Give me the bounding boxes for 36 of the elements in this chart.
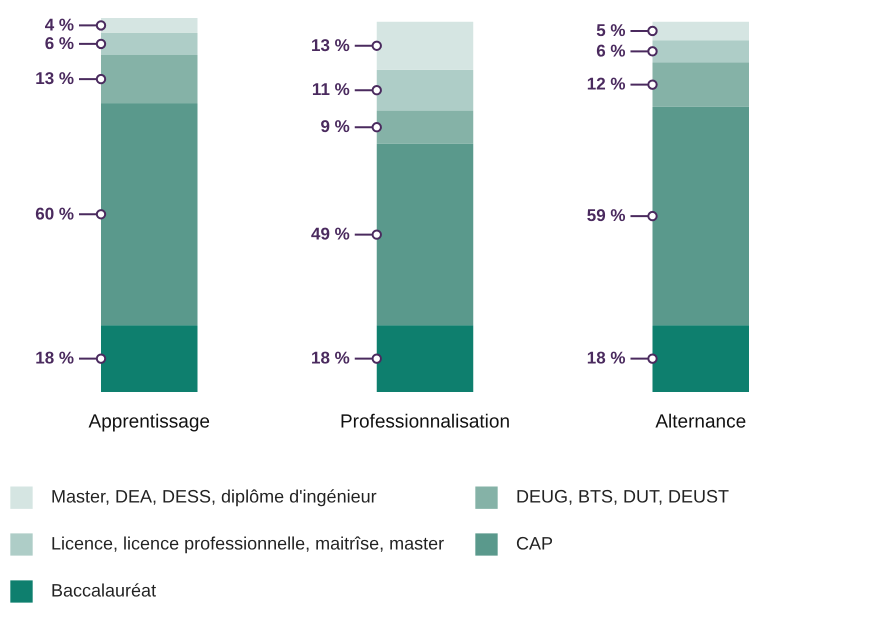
bar (652, 40, 750, 62)
bar (376, 144, 474, 326)
data-label: 18 % (586, 348, 626, 368)
data-label: 9 % (320, 117, 350, 136)
bar (376, 22, 474, 70)
data-label: 11 % (312, 80, 350, 100)
x-tick-label: Alternance (655, 412, 746, 432)
data-label: 12 % (586, 74, 626, 94)
data-label: 18 % (35, 348, 74, 368)
bar (652, 325, 750, 392)
bar (100, 325, 198, 392)
legend-label: Baccalauréat (51, 580, 156, 600)
data-label: 13 % (310, 36, 350, 55)
data-label: 13 % (35, 69, 74, 88)
bar (376, 325, 474, 392)
legend-label: DEUG, BTS, DUT, DEUST (516, 486, 730, 507)
x-tick-label: Apprentissage (88, 412, 210, 432)
bar (652, 62, 750, 107)
bar (100, 32, 198, 56)
data-label: 59 % (586, 206, 626, 226)
legend-label: Master, DEA, DESS, diplôme d'ingénieur (51, 486, 377, 507)
bar (100, 103, 198, 326)
bar (376, 110, 474, 144)
bar (652, 106, 750, 326)
bar (100, 55, 198, 104)
data-label: 18 % (310, 348, 350, 368)
legend-label: CAP (516, 534, 554, 554)
data-label: 6 % (44, 34, 74, 53)
legend-label: Licence, licence professionnelle, maitrîse, master (51, 534, 444, 554)
x-tick-label: Professionnalisation (340, 412, 510, 432)
data-label: 6 % (596, 41, 626, 60)
bar (376, 70, 474, 111)
data-label: 4 % (44, 15, 74, 34)
data-label: 5 % (596, 20, 626, 40)
data-label: 49 % (310, 224, 350, 244)
data-label: 60 % (35, 204, 74, 224)
